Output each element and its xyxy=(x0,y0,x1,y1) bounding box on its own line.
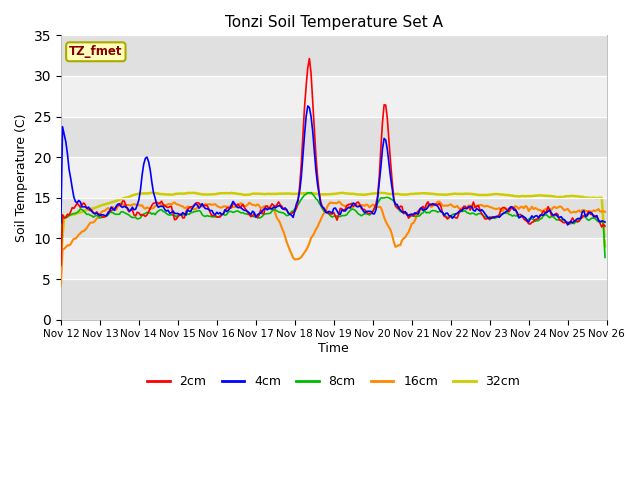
X-axis label: Time: Time xyxy=(318,342,349,355)
Bar xyxy=(61,279,607,320)
Bar xyxy=(61,76,607,117)
Bar xyxy=(61,157,607,198)
Bar xyxy=(61,36,607,76)
Title: Tonzi Soil Temperature Set A: Tonzi Soil Temperature Set A xyxy=(225,15,443,30)
Y-axis label: Soil Temperature (C): Soil Temperature (C) xyxy=(15,113,28,242)
Bar xyxy=(61,198,607,239)
Legend: 2cm, 4cm, 8cm, 16cm, 32cm: 2cm, 4cm, 8cm, 16cm, 32cm xyxy=(142,370,525,393)
Bar xyxy=(61,117,607,157)
Bar xyxy=(61,239,607,279)
Text: TZ_fmet: TZ_fmet xyxy=(69,45,123,58)
